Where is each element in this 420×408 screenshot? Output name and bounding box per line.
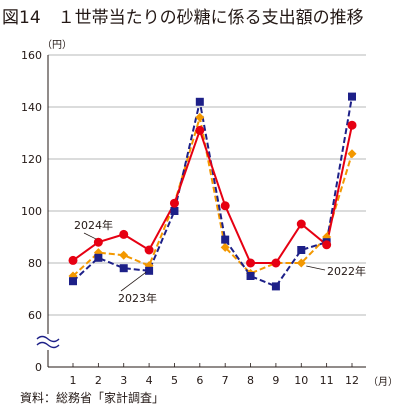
y-tick-label: 0: [35, 361, 42, 374]
series-marker: [93, 237, 103, 247]
annotation-leader: [83, 232, 97, 240]
y-axis-unit: （円）: [42, 40, 72, 51]
series-marker: [119, 264, 128, 273]
source-note: 資料：総務省「家計調査」: [20, 391, 165, 405]
series-line: [72, 96, 353, 288]
x-tick-label: 12: [345, 374, 359, 387]
series-annotations: 2024年 2023年 2022年: [74, 218, 366, 305]
series-marker: [296, 219, 306, 229]
series-marker: [145, 266, 154, 275]
x-tick-label: 1: [70, 374, 77, 387]
series-marker: [195, 112, 205, 122]
axes: [36, 55, 366, 368]
series-marker: [246, 258, 256, 268]
series-marker: [68, 255, 78, 265]
y-tick-label: 80: [28, 257, 42, 270]
series-marker: [144, 245, 154, 255]
series-marker: [246, 272, 255, 280]
series-marker: [195, 125, 205, 135]
chart-title: 図14 １世帯当たりの砂糖に係る支出額の推移: [2, 8, 364, 28]
series-line: [72, 124, 353, 264]
series-marker: [169, 198, 179, 208]
series-markers: [68, 92, 357, 291]
annotation-label: 2023年: [118, 291, 157, 305]
x-tick-label: 6: [196, 374, 203, 387]
annotation-leader: [306, 265, 326, 271]
series-lines: [72, 96, 353, 288]
y-tick-label: 140: [21, 101, 42, 114]
series-marker: [220, 242, 230, 252]
y-tick-labels: 160 140 120 100 80 60 0: [21, 49, 42, 374]
series-marker: [297, 246, 306, 254]
x-tick-label: 10: [294, 374, 308, 387]
series-marker: [195, 97, 204, 106]
y-tick-label: 100: [21, 205, 42, 218]
x-tick-label: 9: [272, 374, 279, 387]
x-tick-label: 3: [120, 374, 127, 387]
series-marker: [271, 258, 281, 268]
y-tick-label: 60: [28, 309, 42, 322]
series-marker: [296, 258, 306, 268]
series-marker: [119, 250, 129, 260]
x-tick-label: 7: [222, 374, 229, 387]
series-marker: [220, 201, 230, 211]
series-marker: [271, 282, 280, 291]
series-marker: [69, 277, 77, 286]
grid-lines: [48, 54, 366, 316]
axis-break-wave: [36, 341, 60, 349]
axis-break-wave: [36, 335, 60, 343]
series-marker: [347, 149, 357, 159]
x-tick-label: 5: [171, 374, 178, 387]
annotation-leader: [120, 271, 147, 292]
axis-break-mask: [38, 335, 60, 349]
series-marker: [322, 240, 332, 250]
series-marker: [347, 120, 357, 130]
x-tick-label: 2: [95, 374, 102, 387]
series-marker: [221, 235, 230, 244]
series-marker: [94, 253, 103, 262]
series-line: [72, 117, 353, 277]
series-marker: [170, 207, 179, 215]
annotation-label: 2024年: [74, 218, 113, 232]
y-tick-label: 160: [21, 49, 42, 62]
x-tick-label: 4: [146, 374, 153, 387]
annotation-label: 2022年: [327, 264, 366, 278]
series-marker: [119, 229, 129, 239]
x-axis-unit: （月）: [368, 377, 398, 388]
series-marker: [348, 92, 356, 101]
x-tick-labels: 1 2 3 4 5 6 7 8 9 10 11 12: [70, 374, 360, 387]
x-tick-label: 8: [247, 374, 254, 387]
x-tick-label: 11: [320, 374, 334, 387]
y-tick-label: 120: [21, 153, 42, 166]
